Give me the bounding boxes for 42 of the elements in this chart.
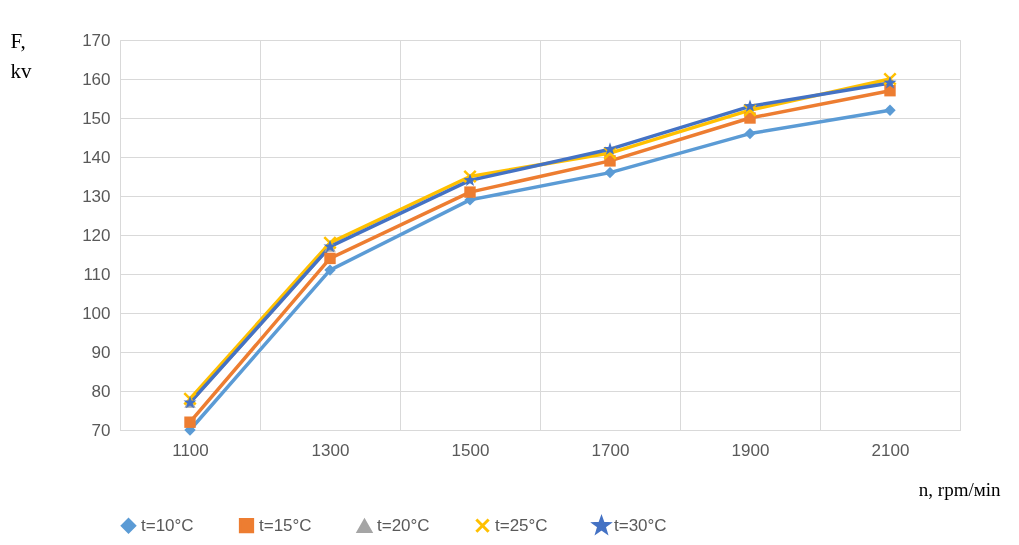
x-tick-label: 1700: [591, 440, 630, 460]
point: [323, 235, 337, 250]
point: [603, 142, 617, 155]
point: [884, 104, 896, 116]
point: [183, 391, 197, 406]
y-tick-label: 150: [82, 108, 111, 128]
point: [463, 169, 477, 184]
y-tick-label: 120: [82, 225, 111, 245]
y-tick-label: 160: [82, 69, 111, 89]
x-tick-label: 1500: [451, 440, 490, 460]
y-axis-title: F, kv: [10, 28, 32, 83]
legend-label: t=10°C: [141, 515, 194, 535]
x-tick-label: 1100: [172, 440, 209, 460]
point: [883, 76, 897, 89]
x-tick-label: 2100: [871, 440, 910, 460]
legend-label: t=25°C: [495, 515, 548, 535]
y-tick-label: 80: [91, 381, 111, 401]
point: [324, 264, 336, 276]
y-tick-label: 90: [91, 342, 111, 362]
point: [744, 127, 756, 140]
legend-label: t=20°C: [377, 516, 430, 536]
y-tick-label: 170: [82, 30, 111, 50]
point: [883, 72, 897, 86]
y-tick-label: 130: [82, 186, 111, 206]
legend-label: t=30°C: [614, 515, 667, 535]
y-tick-label: 100: [82, 303, 111, 323]
point: [604, 166, 616, 179]
x-tick-label: 1900: [731, 440, 770, 460]
y-tick-label: 140: [82, 147, 111, 167]
x-axis-title: n, rpm/мin: [918, 478, 1001, 500]
point: [743, 99, 757, 112]
point: [463, 173, 477, 186]
point: [603, 146, 617, 161]
point: [743, 103, 757, 118]
y-tick-label: 70: [91, 420, 111, 440]
point: [324, 252, 336, 265]
point: [184, 416, 196, 428]
x-tick-label: 1300: [311, 440, 350, 460]
point: [884, 85, 896, 97]
y-tick-label: 110: [83, 264, 111, 284]
point: [464, 186, 476, 198]
legend-label: t=15°C: [259, 515, 312, 535]
